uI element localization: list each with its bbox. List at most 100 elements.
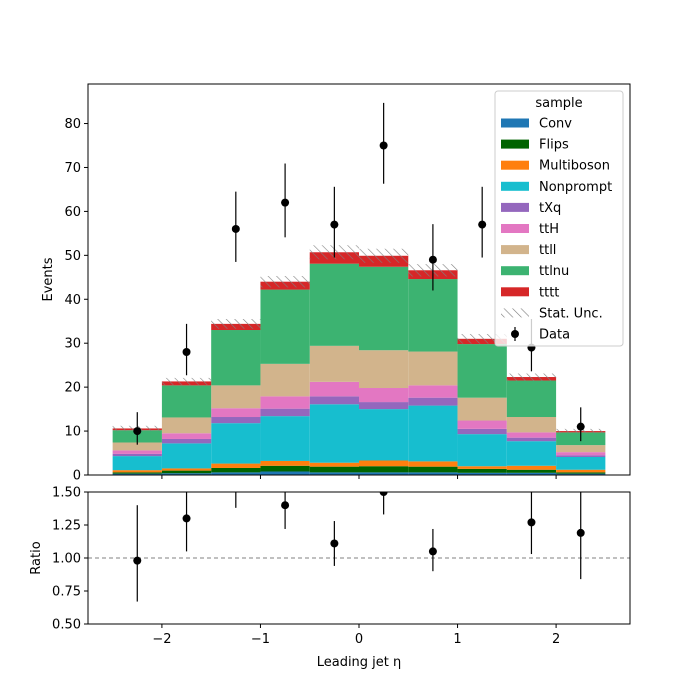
- bar-multiboson-bin-6: [408, 461, 458, 467]
- bar-ttll-bin-8: [506, 417, 557, 433]
- bar-multiboson-bin-8: [506, 465, 557, 470]
- bar-multiboson-bin-7: [457, 466, 507, 469]
- bar-tth-bin-4: [309, 381, 359, 397]
- ratio-point-0: [133, 556, 142, 565]
- main-y-tick-label: 10: [64, 425, 81, 440]
- bar-nonprompt-bin-4: [309, 404, 359, 463]
- stat-unc-band-bin-5: [359, 248, 409, 263]
- bar-txq-bin-5: [359, 402, 409, 410]
- bar-tth-bin-2: [211, 408, 261, 418]
- data-point-3: [281, 198, 290, 207]
- bar-ttll-bin-2: [211, 385, 261, 409]
- bar-tth-bin-3: [260, 396, 310, 409]
- legend-label-stat-unc: Stat. Unc.: [539, 306, 603, 321]
- bar-ttlnu-bin-4: [309, 263, 359, 346]
- data-point-9: [576, 422, 585, 431]
- data-point-4: [330, 220, 339, 229]
- legend-swatch-data-marker: [511, 330, 519, 338]
- main-y-tick-label: 50: [64, 249, 81, 264]
- bar-ttlnu-bin-6: [408, 279, 458, 352]
- ratio-panel: 0.50 0.75 1.00 1.25 1.50 −2 −1 0 1 2 Ratio Leadi…: [29, 486, 631, 670]
- legend-label-conv: Conv: [539, 117, 572, 132]
- data-point-6: [428, 255, 437, 264]
- stat-unc-band-bin-2: [211, 319, 261, 329]
- ratio-y-axis-label: Ratio: [29, 541, 44, 574]
- main-y-tick-label: 40: [64, 293, 81, 308]
- bar-ttll-bin-5: [359, 350, 409, 389]
- bar-nonprompt-bin-1: [161, 443, 212, 469]
- legend-swatch-conv: [501, 118, 529, 128]
- ratio-points: [133, 492, 585, 602]
- bar-txq-bin-0: [112, 453, 162, 457]
- legend-box: [494, 90, 624, 347]
- bar-nonprompt-bin-0: [112, 456, 162, 471]
- bar-tth-bin-6: [408, 385, 458, 398]
- ratio-point-4: [330, 539, 339, 548]
- bar-conv-bin-8: [506, 472, 557, 475]
- legend-label-multiboson: Multiboson: [539, 159, 610, 174]
- legend-swatch-tttt: [501, 287, 529, 297]
- ratio-y-axis: 0.50 0.75 1.00 1.25 1.50: [52, 486, 88, 633]
- ratio-y-tick-label: 1.00: [52, 552, 81, 567]
- bar-txq-bin-1: [161, 438, 212, 444]
- bar-ttll-bin-1: [161, 417, 212, 434]
- bar-tth-bin-8: [506, 432, 557, 438]
- bar-flips-bin-1: [161, 470, 212, 474]
- bar-nonprompt-bin-6: [408, 405, 458, 462]
- legend: sample Conv Flips Multiboson Nonprompt tXq ttH…: [494, 90, 624, 347]
- bar-txq-bin-3: [260, 408, 310, 417]
- x-axis: −2 −1 0 1 2: [152, 624, 560, 647]
- bar-multiboson-bin-9: [556, 469, 606, 473]
- bar-multiboson-bin-0: [112, 470, 162, 473]
- data-point-1: [182, 347, 191, 356]
- main-y-tick-label: 70: [64, 161, 81, 176]
- bar-ttlnu-bin-5: [359, 266, 409, 351]
- legend-swatch-ttll: [501, 245, 529, 255]
- legend-label-tttt: tttt: [539, 285, 559, 300]
- bar-conv-bin-1: [161, 473, 212, 475]
- bar-txq-bin-8: [506, 437, 557, 442]
- bar-nonprompt-bin-7: [457, 434, 507, 467]
- legend-swatch-multiboson: [501, 160, 529, 170]
- bar-ttlnu-bin-3: [260, 289, 310, 364]
- bar-ttlnu-bin-2: [211, 330, 261, 386]
- bar-ttlnu-bin-1: [161, 385, 212, 418]
- legend-label-tth: ttH: [539, 222, 559, 237]
- stat-unc-band-bin-3: [260, 275, 310, 288]
- legend-label-nonprompt: Nonprompt: [539, 180, 612, 195]
- legend-swatch-flips: [501, 139, 529, 149]
- legend-label-data: Data: [539, 328, 570, 343]
- legend-label-txq: tXq: [539, 201, 561, 216]
- bar-conv-bin-2: [211, 472, 261, 475]
- bar-conv-bin-4: [309, 472, 359, 475]
- bar-tth-bin-1: [161, 433, 212, 439]
- bar-ttll-bin-3: [260, 363, 310, 397]
- data-points: [133, 102, 585, 445]
- bar-flips-bin-2: [211, 467, 261, 473]
- bar-multiboson-bin-2: [211, 463, 261, 468]
- main-y-tick-label: 30: [64, 337, 81, 352]
- ratio-y-tick-label: 0.50: [52, 618, 81, 633]
- data-point-5: [379, 141, 388, 150]
- bar-multiboson-bin-3: [260, 460, 310, 466]
- ratio-y-tick-label: 0.75: [52, 585, 81, 600]
- bar-conv-bin-6: [408, 472, 458, 475]
- main-y-tick-label: 60: [64, 205, 81, 220]
- legend-label-ttlnu: ttlnu: [539, 264, 569, 279]
- data-point-7: [478, 220, 487, 229]
- bar-nonprompt-bin-3: [260, 416, 310, 461]
- x-tick-label: 0: [355, 632, 363, 647]
- ratio-y-tick-label: 1.25: [52, 519, 81, 534]
- bar-tth-bin-7: [457, 420, 507, 429]
- legend-label-flips: Flips: [539, 138, 569, 153]
- bar-nonprompt-bin-2: [211, 423, 261, 464]
- bar-conv-bin-3: [260, 471, 310, 475]
- main-y-tick-label: 0: [73, 469, 81, 484]
- bar-flips-bin-9: [556, 472, 606, 474]
- bar-tth-bin-0: [112, 450, 162, 454]
- ratio-point-8: [527, 518, 536, 527]
- bar-flips-bin-5: [359, 466, 409, 473]
- bar-nonprompt-bin-5: [359, 409, 409, 461]
- bar-txq-bin-2: [211, 417, 261, 424]
